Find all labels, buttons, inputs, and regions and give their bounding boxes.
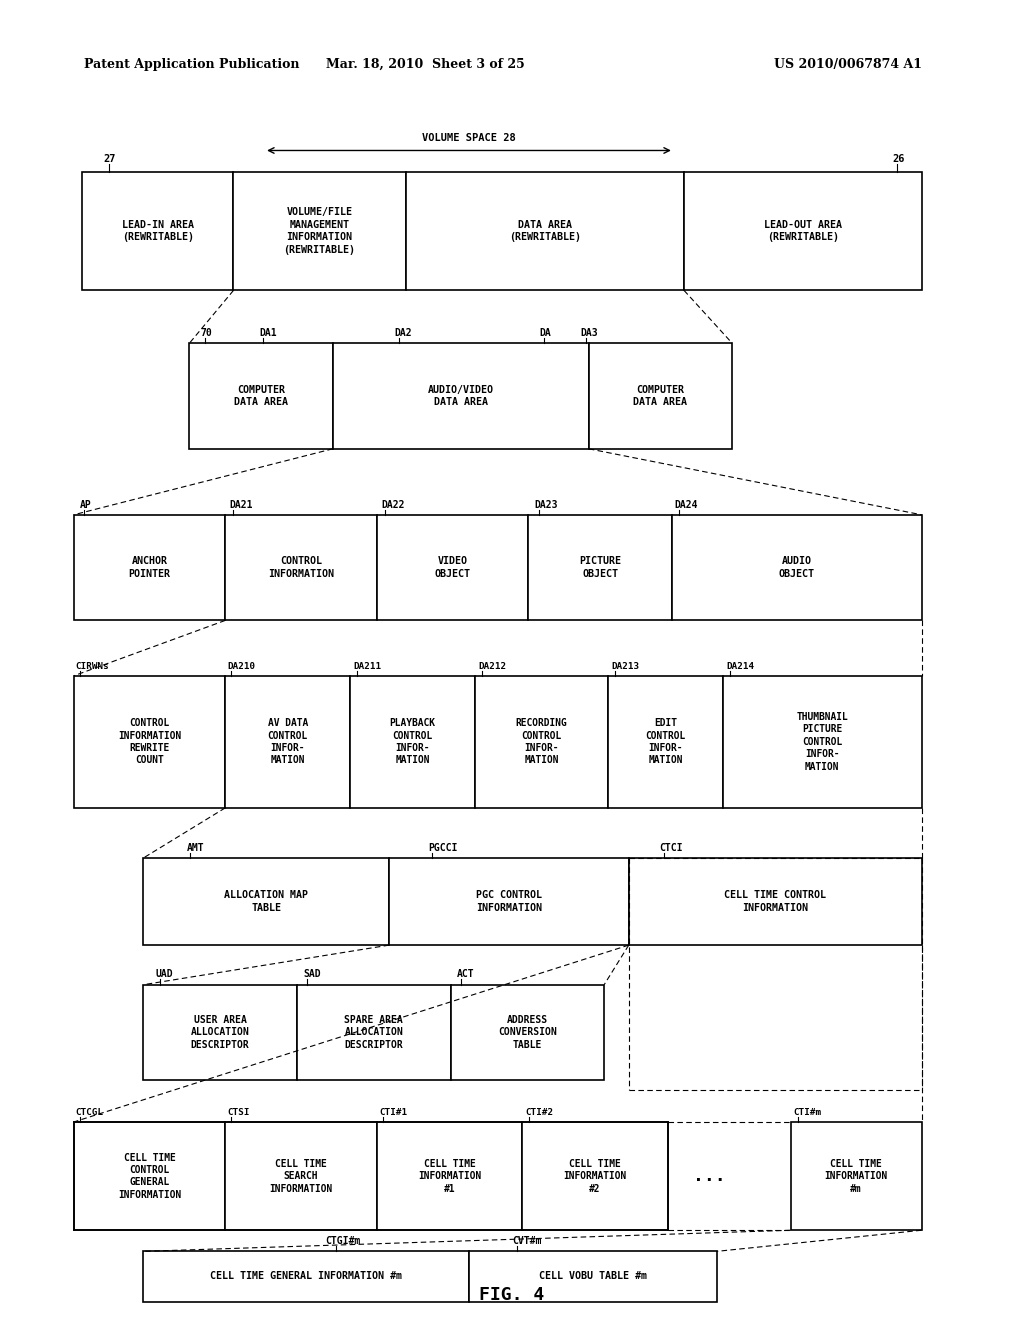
Bar	[143, 858, 389, 945]
Text: CONTROL
INFORMATION
REWRITE
COUNT: CONTROL INFORMATION REWRITE COUNT	[118, 718, 181, 766]
Bar	[791, 1122, 922, 1230]
Text: 70: 70	[201, 327, 212, 338]
Text: CELL TIME
INFORMATION
#m: CELL TIME INFORMATION #m	[824, 1159, 888, 1193]
Bar	[350, 676, 475, 808]
Text: CTSI: CTSI	[227, 1107, 250, 1117]
Text: USER AREA
ALLOCATION
DESCRIPTOR: USER AREA ALLOCATION DESCRIPTOR	[190, 1015, 250, 1049]
Text: DA210: DA210	[227, 661, 255, 671]
Bar	[469, 1251, 717, 1302]
Bar	[297, 985, 451, 1080]
Text: ACT: ACT	[457, 969, 474, 979]
Bar	[672, 515, 922, 620]
Text: UAD: UAD	[156, 969, 173, 979]
Text: CVT#m: CVT#m	[512, 1236, 542, 1246]
Bar	[629, 858, 922, 945]
Bar	[333, 343, 589, 449]
Bar	[233, 172, 406, 290]
Text: CTI#m: CTI#m	[794, 1107, 821, 1117]
Text: US 2010/0067874 A1: US 2010/0067874 A1	[773, 58, 922, 71]
Text: DATA AREA
(REWRITABLE): DATA AREA (REWRITABLE)	[509, 220, 581, 242]
Text: DA22: DA22	[381, 499, 404, 510]
Text: COMPUTER
DATA AREA: COMPUTER DATA AREA	[634, 385, 687, 407]
Bar	[74, 1122, 225, 1230]
Text: VOLUME SPACE 28: VOLUME SPACE 28	[422, 132, 516, 143]
Text: LEAD-IN AREA
(REWRITABLE): LEAD-IN AREA (REWRITABLE)	[122, 220, 194, 242]
Text: VOLUME/FILE
MANAGEMENT
INFORMATION
(REWRITABLE): VOLUME/FILE MANAGEMENT INFORMATION (REWR…	[284, 207, 355, 255]
Bar	[82, 172, 233, 290]
Bar	[377, 1122, 522, 1230]
Text: CIRWNs: CIRWNs	[76, 661, 110, 671]
Text: CTGI#m: CTGI#m	[326, 1236, 360, 1246]
Bar	[143, 1251, 469, 1302]
Text: CELL TIME CONTROL
INFORMATION: CELL TIME CONTROL INFORMATION	[724, 891, 826, 912]
Text: CELL VOBU TABLE #m: CELL VOBU TABLE #m	[539, 1271, 647, 1282]
Text: SPARE AREA
ALLOCATION
DESCRIPTOR: SPARE AREA ALLOCATION DESCRIPTOR	[344, 1015, 403, 1049]
Text: EDIT
CONTROL
INFOR-
MATION: EDIT CONTROL INFOR- MATION	[645, 718, 686, 766]
Text: CTCI: CTCI	[659, 842, 683, 853]
Text: AUDIO
OBJECT: AUDIO OBJECT	[778, 557, 815, 578]
Text: CELL TIME
SEARCH
INFORMATION: CELL TIME SEARCH INFORMATION	[269, 1159, 333, 1193]
Text: LEAD-OUT AREA
(REWRITABLE): LEAD-OUT AREA (REWRITABLE)	[764, 220, 842, 242]
Text: CONTROL
INFORMATION: CONTROL INFORMATION	[268, 557, 334, 578]
Bar	[475, 676, 608, 808]
Bar	[225, 515, 377, 620]
Bar	[389, 858, 629, 945]
Text: CELL TIME
CONTROL
GENERAL
INFORMATION: CELL TIME CONTROL GENERAL INFORMATION	[118, 1152, 181, 1200]
Text: Mar. 18, 2010  Sheet 3 of 25: Mar. 18, 2010 Sheet 3 of 25	[326, 58, 524, 71]
Text: RECORDING
CONTROL
INFOR-
MATION: RECORDING CONTROL INFOR- MATION	[516, 718, 567, 766]
Text: CELL TIME
INFORMATION
#2: CELL TIME INFORMATION #2	[563, 1159, 627, 1193]
Text: CELL TIME
INFORMATION
#1: CELL TIME INFORMATION #1	[418, 1159, 481, 1193]
Text: ANCHOR
POINTER: ANCHOR POINTER	[128, 557, 171, 578]
Bar	[143, 985, 297, 1080]
Bar	[377, 515, 528, 620]
Bar	[528, 515, 672, 620]
Text: CELL TIME GENERAL INFORMATION #m: CELL TIME GENERAL INFORMATION #m	[210, 1271, 402, 1282]
Bar	[189, 343, 333, 449]
Text: ...: ...	[693, 1167, 726, 1185]
Bar	[589, 343, 732, 449]
Text: AV DATA
CONTROL
INFOR-
MATION: AV DATA CONTROL INFOR- MATION	[267, 718, 308, 766]
Text: DA1: DA1	[259, 327, 276, 338]
Text: THUMBNAIL
PICTURE
CONTROL
INFOR-
MATION: THUMBNAIL PICTURE CONTROL INFOR- MATION	[797, 711, 848, 772]
Text: CTCGL: CTCGL	[76, 1107, 103, 1117]
Text: VIDEO
OBJECT: VIDEO OBJECT	[434, 557, 471, 578]
Text: Patent Application Publication: Patent Application Publication	[84, 58, 299, 71]
Text: DA213: DA213	[611, 661, 639, 671]
Bar	[723, 676, 922, 808]
Bar	[684, 172, 922, 290]
Text: DA2: DA2	[394, 327, 412, 338]
Text: DA23: DA23	[535, 499, 558, 510]
Text: DA: DA	[540, 327, 551, 338]
Bar	[225, 676, 350, 808]
Text: DA214: DA214	[726, 661, 754, 671]
Bar	[74, 676, 225, 808]
Text: 27: 27	[103, 153, 116, 164]
Text: DA211: DA211	[353, 661, 381, 671]
Bar	[608, 676, 723, 808]
Text: 26: 26	[892, 153, 904, 164]
Text: FIG. 4: FIG. 4	[479, 1286, 545, 1304]
Bar	[522, 1122, 668, 1230]
Text: AUDIO/VIDEO
DATA AREA: AUDIO/VIDEO DATA AREA	[428, 385, 494, 407]
Text: DA24: DA24	[675, 499, 698, 510]
Text: DA3: DA3	[581, 327, 598, 338]
Text: DA21: DA21	[229, 499, 253, 510]
Text: AP: AP	[80, 499, 91, 510]
Bar	[74, 515, 225, 620]
Text: ADDRESS
CONVERSION
TABLE: ADDRESS CONVERSION TABLE	[498, 1015, 557, 1049]
Text: DA212: DA212	[478, 661, 506, 671]
Text: AMT: AMT	[186, 842, 204, 853]
Text: CTI#1: CTI#1	[379, 1107, 407, 1117]
Text: COMPUTER
DATA AREA: COMPUTER DATA AREA	[234, 385, 288, 407]
Text: ALLOCATION MAP
TABLE: ALLOCATION MAP TABLE	[224, 891, 308, 912]
Bar	[225, 1122, 377, 1230]
Text: PLAYBACK
CONTROL
INFOR-
MATION: PLAYBACK CONTROL INFOR- MATION	[390, 718, 435, 766]
Text: SAD: SAD	[303, 969, 321, 979]
Text: CTI#2: CTI#2	[525, 1107, 553, 1117]
Text: PGC CONTROL
INFORMATION: PGC CONTROL INFORMATION	[476, 891, 542, 912]
Text: PICTURE
OBJECT: PICTURE OBJECT	[579, 557, 622, 578]
Bar	[451, 985, 604, 1080]
Bar	[406, 172, 684, 290]
Text: PGCCI: PGCCI	[428, 842, 458, 853]
